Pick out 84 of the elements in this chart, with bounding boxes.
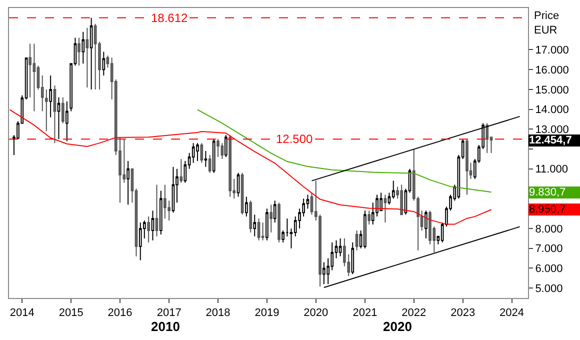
candlestick <box>155 184 158 237</box>
candlestick <box>486 122 489 154</box>
y-tick-label: 11.000 <box>535 164 568 176</box>
candlestick <box>147 216 150 243</box>
candlestick <box>44 88 48 132</box>
candlestick <box>126 160 130 206</box>
y-tick-label: 15.000 <box>535 84 569 96</box>
text: 12.454,7 <box>529 134 572 146</box>
candlestick <box>338 238 342 257</box>
candlestick <box>266 208 268 241</box>
candlestick <box>159 190 162 235</box>
candlestick <box>364 210 366 249</box>
candlestick <box>196 142 199 162</box>
candlestick <box>200 142 204 164</box>
x-tick-label: 2023 <box>450 307 476 320</box>
candlestick <box>66 100 68 142</box>
candlestick <box>245 196 248 218</box>
ref-line-label: 12.500 <box>276 132 314 146</box>
y-tick-label: 16.000 <box>535 64 569 76</box>
candlestick <box>216 138 220 158</box>
candlestick <box>220 142 224 160</box>
candlestick <box>61 96 64 124</box>
candlestick <box>261 222 264 241</box>
text: 8.950,7 <box>529 204 566 216</box>
y-tick-label: 7.000 <box>535 243 563 256</box>
candlestick <box>286 218 289 237</box>
x-tick-label: 2015 <box>58 307 84 320</box>
x-tick-label: 2014 <box>10 307 34 320</box>
candlestick <box>172 166 175 214</box>
candlestick <box>94 23 97 90</box>
candlestick <box>249 200 252 233</box>
candlestick <box>282 230 284 243</box>
text: 9.830,7 <box>529 186 566 198</box>
candlestick <box>151 210 154 241</box>
candlestick <box>53 84 56 144</box>
candlestick <box>236 172 240 198</box>
candlestick <box>228 134 232 198</box>
candlestick <box>257 218 260 241</box>
x-tick-label: 2017 <box>156 307 182 320</box>
candlestick <box>86 27 89 88</box>
y-tick-label: 5.000 <box>535 282 563 295</box>
candlestick <box>270 204 273 233</box>
candlestick <box>384 194 387 224</box>
candlestick <box>253 214 256 237</box>
candlestick <box>322 262 326 285</box>
candlestick <box>90 17 93 90</box>
candlestick <box>138 222 142 261</box>
x-tick-label: 2024 <box>500 307 524 320</box>
y-tick-label: 14.000 <box>535 104 569 116</box>
y-tick-label: 13.000 <box>535 124 569 136</box>
candlestick <box>278 202 280 243</box>
x-tick-label: 2019 <box>254 307 280 320</box>
candlestick <box>180 158 183 184</box>
candlestick <box>78 37 80 66</box>
line-series <box>197 109 492 193</box>
y-axis-title: Price EUR <box>534 10 560 36</box>
candlestick <box>82 31 85 64</box>
candlestick <box>466 138 468 196</box>
candlestick <box>368 210 371 226</box>
candlestick <box>355 230 358 251</box>
candlestick <box>49 75 52 118</box>
candlestick <box>57 96 60 140</box>
y-tick-label: 6.000 <box>535 263 563 276</box>
candlestick <box>273 200 276 224</box>
candlestick <box>204 150 208 168</box>
candlestick <box>208 154 212 174</box>
candlestick <box>164 184 166 220</box>
ref-line-label: 18.612 <box>151 11 188 25</box>
x-tick-label: 2020 <box>304 307 328 320</box>
y-tick-label: 17.000 <box>535 44 569 57</box>
text: 2020 <box>383 319 412 334</box>
candlestick <box>102 51 106 76</box>
x-tick-label: 2018 <box>206 307 230 320</box>
candlestick <box>400 184 403 216</box>
x-tick-label: 2016 <box>108 307 132 320</box>
candlestick <box>224 134 228 158</box>
text: 2010 <box>151 319 180 334</box>
candlestick <box>351 242 354 275</box>
y-tick-label: 8.000 <box>535 223 563 236</box>
candlestick <box>424 210 428 239</box>
x-tick-label: 2021 <box>352 307 378 320</box>
x-tick-label: 2022 <box>402 307 426 320</box>
candlestick <box>212 138 216 174</box>
candlestick <box>32 43 36 112</box>
